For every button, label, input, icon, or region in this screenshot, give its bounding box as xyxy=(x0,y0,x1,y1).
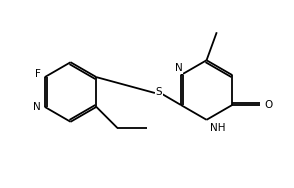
Text: NH: NH xyxy=(210,123,225,133)
Text: F: F xyxy=(35,69,41,79)
Text: N: N xyxy=(33,102,41,112)
Text: S: S xyxy=(156,87,162,97)
Text: N: N xyxy=(175,63,183,73)
Text: O: O xyxy=(264,100,273,110)
